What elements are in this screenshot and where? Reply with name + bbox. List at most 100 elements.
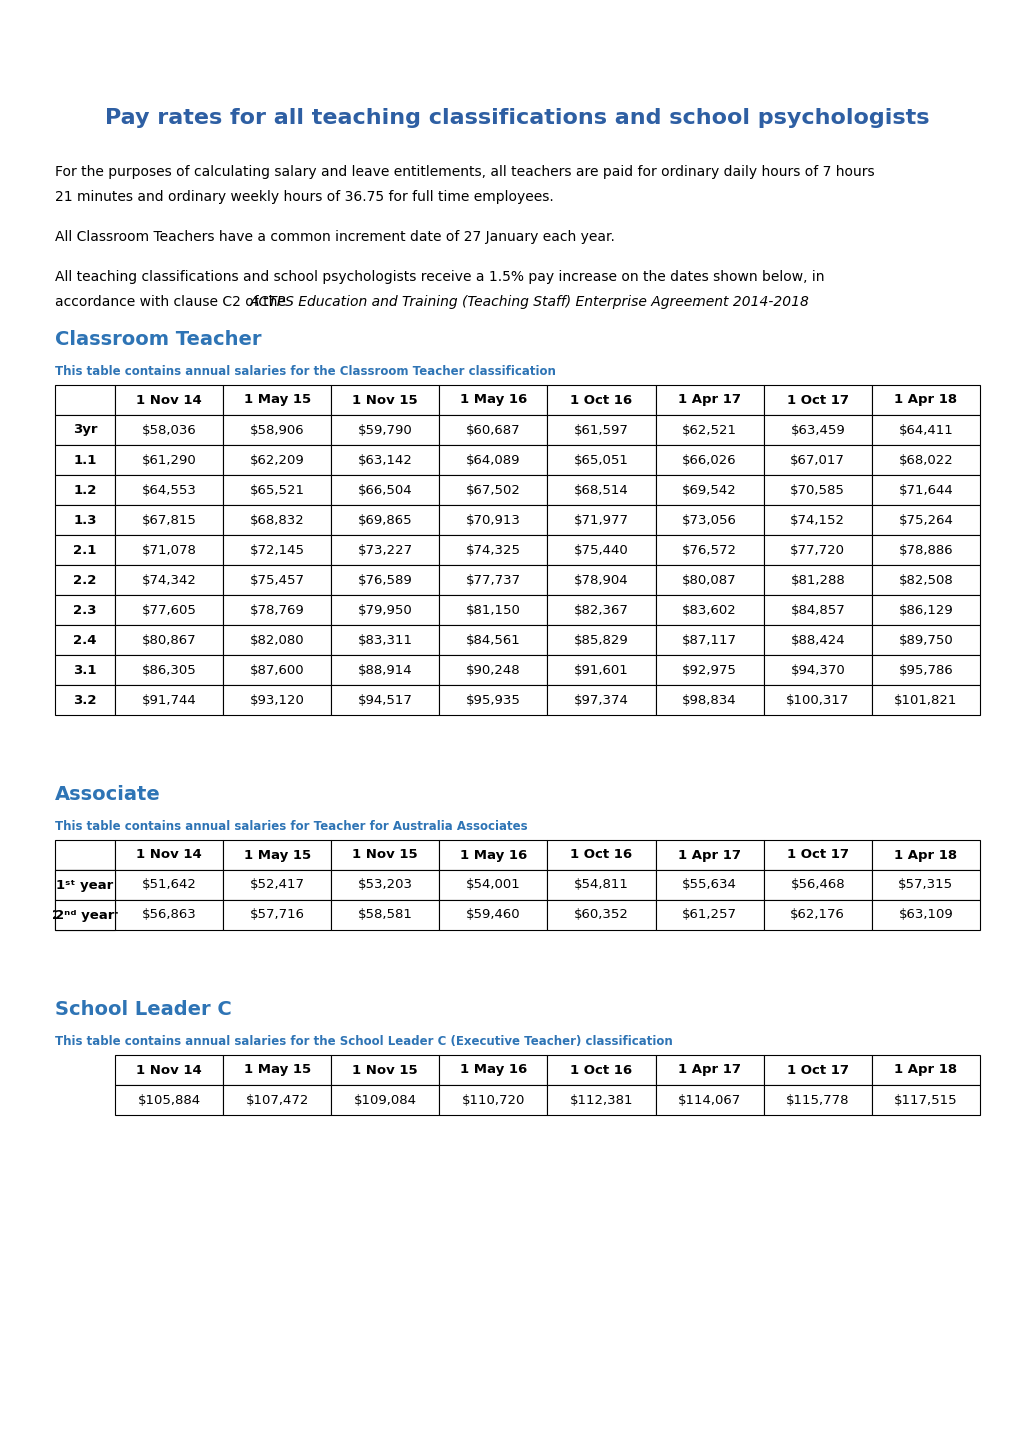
Text: $77,737: $77,737	[466, 573, 521, 586]
Text: 3.2: 3.2	[73, 694, 97, 707]
Bar	[655, 870, 763, 900]
Bar	[547, 595, 655, 625]
Text: $74,342: $74,342	[142, 573, 197, 586]
Bar	[871, 505, 979, 535]
Text: 1.3: 1.3	[73, 514, 97, 527]
Text: $67,017: $67,017	[790, 453, 845, 466]
Bar	[223, 535, 331, 566]
Text: $89,750: $89,750	[898, 633, 953, 646]
Bar	[55, 595, 115, 625]
Bar	[223, 655, 331, 685]
Bar	[223, 840, 331, 870]
Text: 1 May 15: 1 May 15	[244, 394, 311, 407]
Text: $60,687: $60,687	[466, 423, 521, 436]
Bar	[331, 475, 439, 505]
Bar	[655, 444, 763, 475]
Bar	[871, 840, 979, 870]
Text: $65,521: $65,521	[250, 483, 305, 496]
Bar	[439, 566, 547, 595]
Text: $101,821: $101,821	[894, 694, 957, 707]
Text: $68,022: $68,022	[898, 453, 953, 466]
Bar	[871, 870, 979, 900]
Bar	[223, 416, 331, 444]
Text: $83,602: $83,602	[682, 603, 737, 616]
Text: 1 Oct 16: 1 Oct 16	[570, 394, 632, 407]
Bar	[547, 870, 655, 900]
Text: $66,026: $66,026	[682, 453, 737, 466]
Text: $56,863: $56,863	[142, 909, 197, 922]
Text: $94,370: $94,370	[790, 664, 845, 677]
Bar	[439, 505, 547, 535]
Bar	[871, 625, 979, 655]
Bar	[55, 444, 115, 475]
Text: 1 Oct 17: 1 Oct 17	[786, 848, 848, 861]
Text: ACTPS Education and Training (Teaching Staff) Enterprise Agreement 2014-2018: ACTPS Education and Training (Teaching S…	[250, 294, 809, 309]
Bar	[439, 595, 547, 625]
Bar	[115, 566, 223, 595]
Text: $90,248: $90,248	[466, 664, 521, 677]
Bar	[655, 840, 763, 870]
Text: $78,769: $78,769	[250, 603, 305, 616]
Bar	[55, 900, 115, 929]
Bar	[331, 840, 439, 870]
Text: 1 Nov 15: 1 Nov 15	[353, 1063, 418, 1076]
Text: $73,227: $73,227	[358, 544, 413, 557]
Bar	[763, 1085, 871, 1115]
Text: $82,508: $82,508	[898, 573, 953, 586]
Bar	[55, 535, 115, 566]
Bar	[871, 475, 979, 505]
Text: $74,325: $74,325	[466, 544, 521, 557]
Bar	[115, 685, 223, 714]
Text: $107,472: $107,472	[246, 1094, 309, 1107]
Text: $62,176: $62,176	[790, 909, 845, 922]
Text: $74,152: $74,152	[790, 514, 845, 527]
Bar	[223, 870, 331, 900]
Text: $62,209: $62,209	[250, 453, 305, 466]
Text: For the purposes of calculating salary and leave entitlements, all teachers are : For the purposes of calculating salary a…	[55, 165, 873, 179]
Text: $105,884: $105,884	[138, 1094, 201, 1107]
Bar	[655, 655, 763, 685]
Text: $64,089: $64,089	[466, 453, 520, 466]
Bar	[547, 900, 655, 929]
Text: $61,257: $61,257	[682, 909, 737, 922]
Bar	[55, 385, 115, 416]
Bar	[763, 385, 871, 416]
Text: 3yr: 3yr	[72, 423, 97, 436]
Bar	[115, 505, 223, 535]
Bar	[763, 870, 871, 900]
Text: 21 minutes and ordinary weekly hours of 36.75 for full time employees.: 21 minutes and ordinary weekly hours of …	[55, 190, 553, 203]
Text: $84,857: $84,857	[790, 603, 845, 616]
Text: $64,411: $64,411	[898, 423, 953, 436]
Bar	[871, 416, 979, 444]
Bar	[871, 566, 979, 595]
Text: $75,457: $75,457	[250, 573, 305, 586]
Text: $67,502: $67,502	[466, 483, 521, 496]
Text: $63,109: $63,109	[898, 909, 953, 922]
Text: All teaching classifications and school psychologists receive a 1.5% pay increas: All teaching classifications and school …	[55, 270, 823, 284]
Bar	[655, 385, 763, 416]
Bar	[763, 1055, 871, 1085]
Bar	[655, 685, 763, 714]
Text: $55,634: $55,634	[682, 879, 737, 892]
Text: $86,305: $86,305	[142, 664, 197, 677]
Bar	[331, 566, 439, 595]
Bar	[331, 416, 439, 444]
Text: 1.2: 1.2	[73, 483, 97, 496]
Bar	[763, 475, 871, 505]
Bar	[331, 685, 439, 714]
Bar	[871, 655, 979, 685]
Text: 1 Apr 17: 1 Apr 17	[678, 394, 741, 407]
Text: $98,834: $98,834	[682, 694, 737, 707]
Bar	[223, 566, 331, 595]
Bar	[115, 385, 223, 416]
Text: $57,315: $57,315	[898, 879, 953, 892]
Text: This table contains annual salaries for the School Leader C (Executive Teacher) : This table contains annual salaries for …	[55, 1035, 673, 1048]
Bar	[115, 535, 223, 566]
Text: 1 Apr 17: 1 Apr 17	[678, 848, 741, 861]
Bar	[439, 1055, 547, 1085]
Text: $64,553: $64,553	[142, 483, 197, 496]
Text: $68,514: $68,514	[574, 483, 629, 496]
Text: $52,417: $52,417	[250, 879, 305, 892]
Bar	[439, 475, 547, 505]
Bar	[439, 685, 547, 714]
